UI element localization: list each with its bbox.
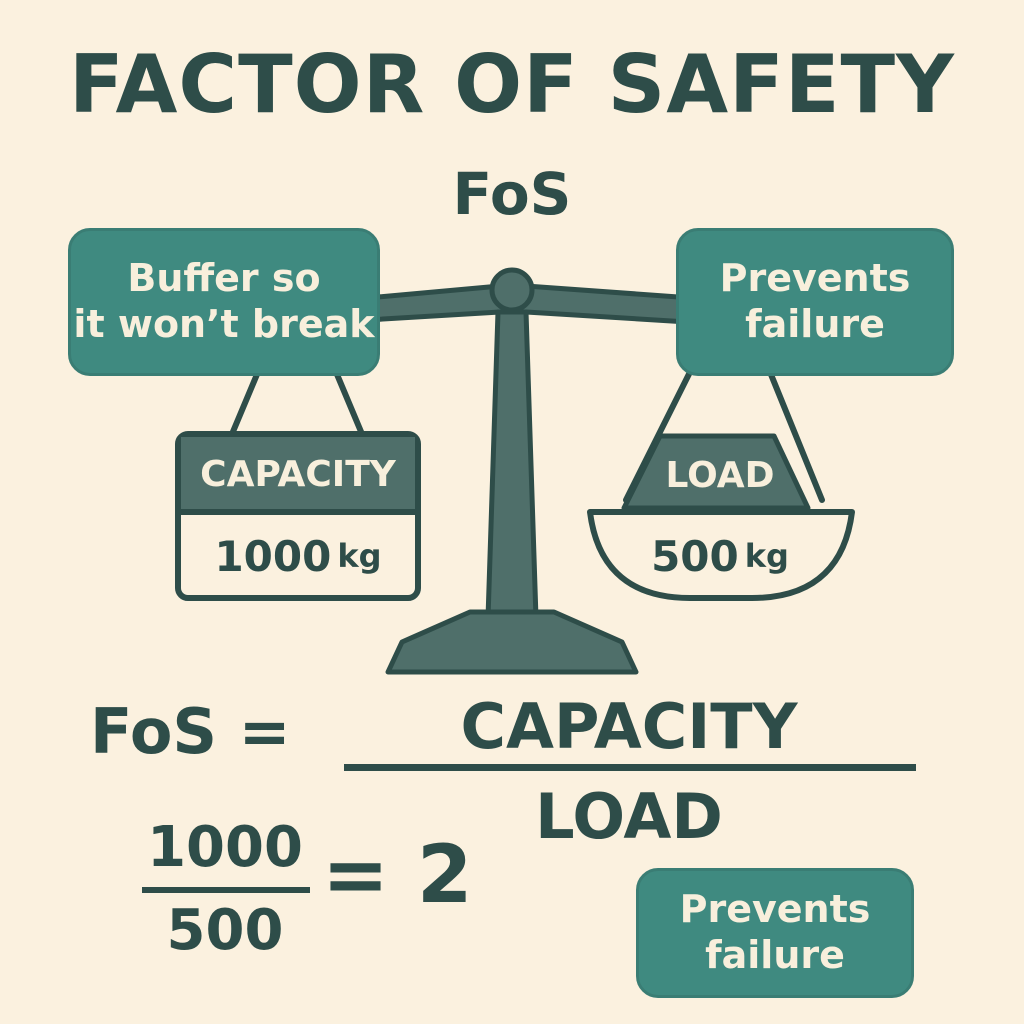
capacity-number: 1000: [214, 531, 332, 581]
left-pan-strings: [229, 369, 365, 437]
load-label: LOAD: [665, 454, 775, 496]
load-pan: [587, 509, 855, 601]
capacity-value: 1000 kg: [180, 518, 416, 594]
capacity-label: CAPACITY: [200, 453, 396, 495]
buffer-callout-line2: it won’t break: [73, 302, 375, 346]
bottom-prevents-failure-callout: Prevents failure: [636, 868, 914, 998]
page-subtitle: FoS: [452, 160, 572, 228]
prevents-failure-line1: Prevents: [719, 256, 911, 301]
formula-fraction-bar: [344, 764, 916, 771]
calc-numerator: 1000: [147, 815, 303, 880]
buffer-callout-line1: Buffer so: [127, 256, 321, 301]
calc-denominator: 500: [166, 898, 284, 963]
load-unit: kg: [744, 537, 789, 575]
bottom-callout-line2: failure: [705, 933, 845, 977]
bottom-callout-line1: Prevents: [679, 887, 871, 932]
formula-denominator: LOAD: [535, 780, 723, 853]
calc-result: = 2: [322, 828, 473, 921]
prevents-failure-callout: Prevents failure: [676, 228, 954, 376]
load-value: 500 kg: [600, 520, 840, 592]
capacity-box: [175, 431, 421, 601]
capacity-unit: kg: [337, 537, 382, 575]
formula-lhs: FoS =: [90, 695, 291, 768]
load-weight: [621, 433, 811, 511]
calc-fraction-bar: [142, 887, 310, 893]
scale-base: [385, 609, 639, 675]
formula-numerator: CAPACITY: [460, 690, 798, 763]
buffer-callout: Buffer so it won’t break: [68, 228, 380, 376]
scale-pillar: [485, 309, 539, 621]
scale-pivot: [489, 267, 535, 313]
page-title: FACTOR OF SAFETY: [69, 38, 955, 131]
load-number: 500: [651, 531, 739, 581]
prevents-failure-line2: failure: [745, 302, 885, 346]
